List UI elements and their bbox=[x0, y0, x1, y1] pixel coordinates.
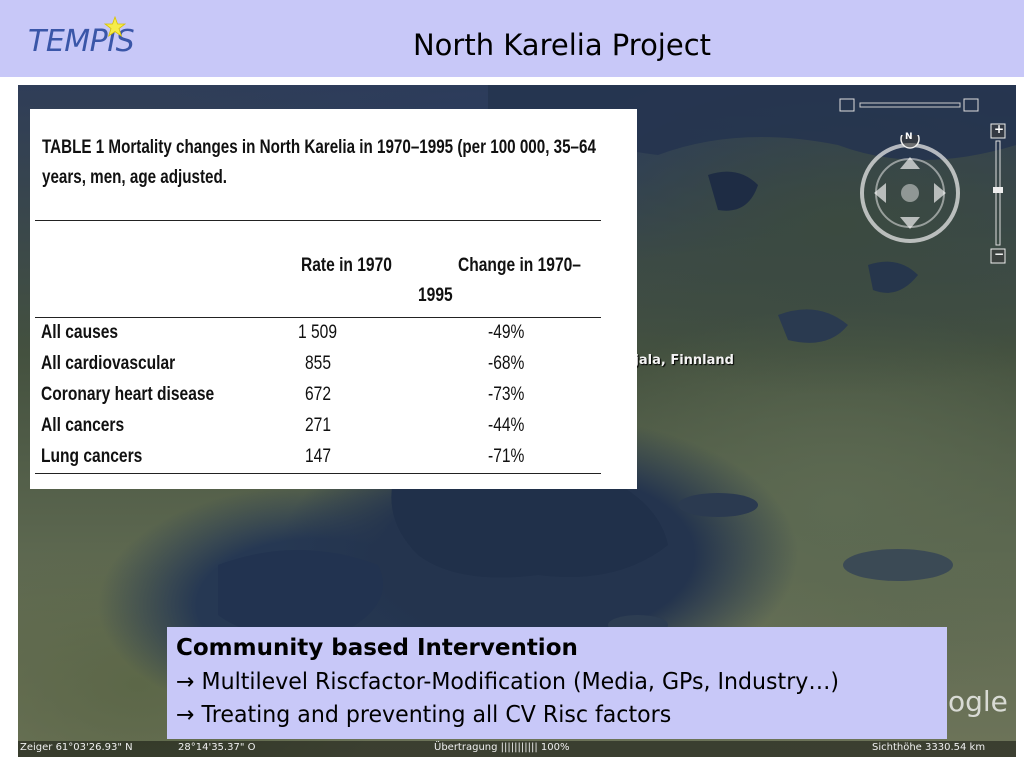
pointer-longitude: 28°14'35.37" O bbox=[178, 742, 256, 753]
table-bottom-rule bbox=[35, 473, 601, 474]
row-rate: 855 bbox=[305, 353, 331, 374]
star-icon bbox=[104, 16, 126, 38]
table-row: All cancers 271 -44% bbox=[30, 415, 637, 446]
mortality-table: TABLE 1 Mortality changes in North Karel… bbox=[30, 109, 637, 489]
row-label: All causes bbox=[41, 322, 119, 343]
column-header-change-year: 1995 bbox=[418, 285, 453, 306]
map-top-toolbar[interactable] bbox=[838, 97, 988, 113]
intervention-title: Community based Intervention bbox=[176, 635, 578, 661]
map-place-label: rjala, Finnland bbox=[628, 353, 734, 368]
google-watermark: ogle bbox=[948, 685, 1008, 718]
north-label[interactable]: N bbox=[905, 132, 913, 142]
table-row: All cardiovascular 855 -68% bbox=[30, 353, 637, 384]
row-change: -44% bbox=[488, 415, 525, 436]
row-label: All cardiovascular bbox=[41, 353, 176, 374]
intervention-point-1: → Multilevel Riscfactor-Modification (Me… bbox=[176, 669, 840, 695]
row-change: -68% bbox=[488, 353, 525, 374]
table-row: Lung cancers 147 -71% bbox=[30, 446, 637, 477]
navigation-compass[interactable]: N bbox=[856, 129, 964, 243]
zoom-in-button[interactable]: + bbox=[994, 122, 1005, 136]
row-rate: 1 509 bbox=[298, 322, 337, 343]
row-rate: 271 bbox=[305, 415, 331, 436]
column-header-change: Change in 1970– bbox=[458, 255, 581, 276]
slide-title: North Karelia Project bbox=[412, 28, 712, 62]
row-label: All cancers bbox=[41, 415, 125, 436]
pointer-latitude: Zeiger 61°03'26.93" N bbox=[20, 742, 133, 753]
streaming-status: Übertragung ||||||||||| 100% bbox=[434, 742, 570, 753]
row-change: -71% bbox=[488, 446, 525, 467]
slide-header: TEMPIS North Karelia Project bbox=[0, 0, 1024, 77]
zoom-out-button[interactable]: − bbox=[994, 247, 1005, 261]
intervention-point-2: → Treating and preventing all CV Risc fa… bbox=[176, 702, 672, 728]
zoom-slider[interactable]: + − bbox=[990, 122, 1006, 265]
column-header-rate: Rate in 1970 bbox=[301, 255, 392, 276]
table-top-rule bbox=[35, 220, 601, 221]
table-header-rule bbox=[35, 317, 601, 318]
map-status-bar: Zeiger 61°03'26.93" N 28°14'35.37" O Übe… bbox=[18, 741, 1016, 757]
row-change: -73% bbox=[488, 384, 525, 405]
row-label: Coronary heart disease bbox=[41, 384, 215, 405]
table-row: All causes 1 509 -49% bbox=[30, 322, 637, 353]
table-caption: TABLE 1 Mortality changes in North Karel… bbox=[42, 137, 596, 188]
row-rate: 672 bbox=[305, 384, 331, 405]
table-row: Coronary heart disease 672 -73% bbox=[30, 384, 637, 415]
row-label: Lung cancers bbox=[41, 446, 143, 467]
eye-altitude: Sichthöhe 3330.54 km bbox=[872, 742, 986, 753]
intervention-box: Community based Intervention → Multileve… bbox=[167, 627, 947, 739]
row-rate: 147 bbox=[305, 446, 331, 467]
row-change: -49% bbox=[488, 322, 525, 343]
